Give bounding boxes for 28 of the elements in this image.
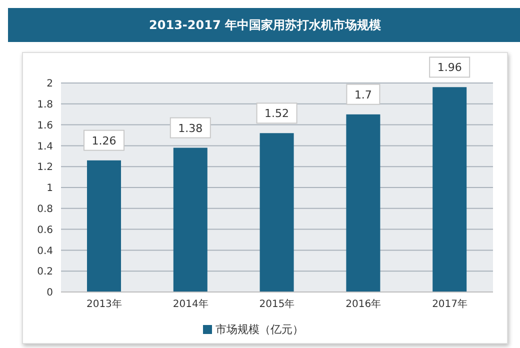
bar bbox=[173, 148, 208, 292]
x-tick-label: 2014年 bbox=[172, 298, 208, 310]
x-tick-label: 2017年 bbox=[432, 298, 468, 310]
data-label: 1.26 bbox=[92, 134, 116, 148]
x-tick-label: 2016年 bbox=[346, 298, 382, 310]
x-tick-label: 2013年 bbox=[86, 298, 122, 310]
data-label: 1.7 bbox=[354, 88, 372, 102]
data-label: 1.96 bbox=[437, 61, 462, 74]
chart-title: 2013-2017 年中国家用苏打水机市场规模 bbox=[8, 8, 520, 42]
y-tick-label: 1.8 bbox=[37, 99, 53, 110]
data-label: 1.52 bbox=[264, 107, 290, 120]
bar bbox=[432, 87, 467, 292]
y-tick-label: 1.2 bbox=[37, 162, 53, 174]
y-tick-label: 1.6 bbox=[37, 120, 53, 132]
y-tick-label: 0.4 bbox=[37, 246, 53, 257]
bar bbox=[260, 133, 294, 292]
y-tick-label: 0 bbox=[46, 288, 53, 299]
data-label: 1.38 bbox=[178, 122, 203, 135]
y-tick-label: 1.4 bbox=[37, 141, 53, 152]
y-tick-label: 0.2 bbox=[37, 266, 53, 278]
y-tick-label: 0.6 bbox=[37, 224, 53, 236]
legend-label: 市场规模（亿元） bbox=[216, 323, 304, 336]
y-tick-label: 2 bbox=[46, 78, 53, 90]
bar bbox=[87, 160, 121, 292]
x-tick-label: 2015年 bbox=[259, 298, 295, 310]
y-tick-label: 0.8 bbox=[37, 204, 53, 215]
y-tick-label: 1 bbox=[46, 183, 53, 194]
bar bbox=[346, 114, 380, 292]
